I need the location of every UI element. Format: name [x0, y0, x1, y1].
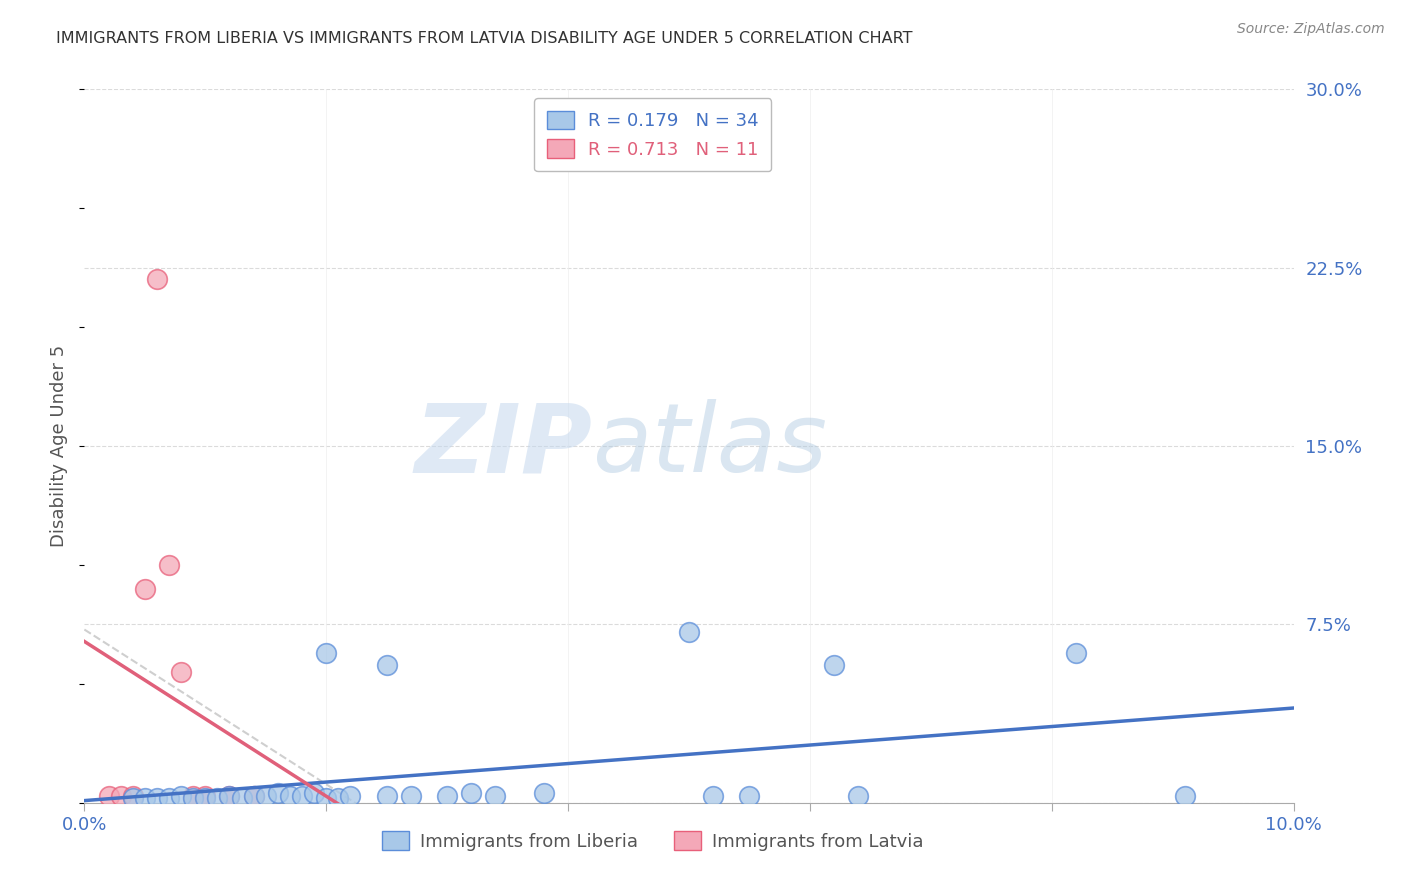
Point	[339, 789, 361, 803]
Point	[134, 582, 156, 596]
Point	[231, 791, 253, 805]
Point	[267, 786, 290, 800]
Point	[121, 789, 143, 803]
Point	[533, 786, 555, 800]
Point	[97, 789, 120, 803]
Point	[157, 791, 180, 805]
Point	[315, 646, 337, 660]
Y-axis label: Disability Age Under 5: Disability Age Under 5	[51, 345, 69, 547]
Point	[146, 791, 169, 805]
Point	[110, 789, 132, 803]
Point	[399, 789, 422, 803]
Point	[738, 789, 761, 803]
Point	[218, 789, 240, 803]
Point	[134, 791, 156, 805]
Point	[121, 791, 143, 805]
Point	[702, 789, 724, 803]
Point	[146, 272, 169, 286]
Point	[823, 657, 845, 672]
Legend: Immigrants from Liberia, Immigrants from Latvia: Immigrants from Liberia, Immigrants from…	[375, 824, 931, 858]
Point	[375, 657, 398, 672]
Point	[302, 786, 325, 800]
Point	[460, 786, 482, 800]
Point	[194, 789, 217, 803]
Point	[846, 789, 869, 803]
Point	[181, 789, 204, 803]
Point	[375, 789, 398, 803]
Point	[242, 789, 264, 803]
Point	[328, 791, 350, 805]
Point	[254, 789, 277, 803]
Point	[218, 789, 240, 803]
Point	[170, 665, 193, 679]
Point	[315, 791, 337, 805]
Point	[181, 791, 204, 805]
Point	[436, 789, 458, 803]
Point	[291, 789, 314, 803]
Text: atlas: atlas	[592, 400, 827, 492]
Point	[484, 789, 506, 803]
Text: Source: ZipAtlas.com: Source: ZipAtlas.com	[1237, 22, 1385, 37]
Point	[1174, 789, 1197, 803]
Text: IMMIGRANTS FROM LIBERIA VS IMMIGRANTS FROM LATVIA DISABILITY AGE UNDER 5 CORRELA: IMMIGRANTS FROM LIBERIA VS IMMIGRANTS FR…	[56, 31, 912, 46]
Point	[170, 789, 193, 803]
Text: ZIP: ZIP	[415, 400, 592, 492]
Point	[157, 558, 180, 572]
Point	[207, 791, 229, 805]
Point	[678, 624, 700, 639]
Point	[1064, 646, 1087, 660]
Point	[242, 789, 264, 803]
Point	[278, 789, 301, 803]
Point	[194, 791, 217, 805]
